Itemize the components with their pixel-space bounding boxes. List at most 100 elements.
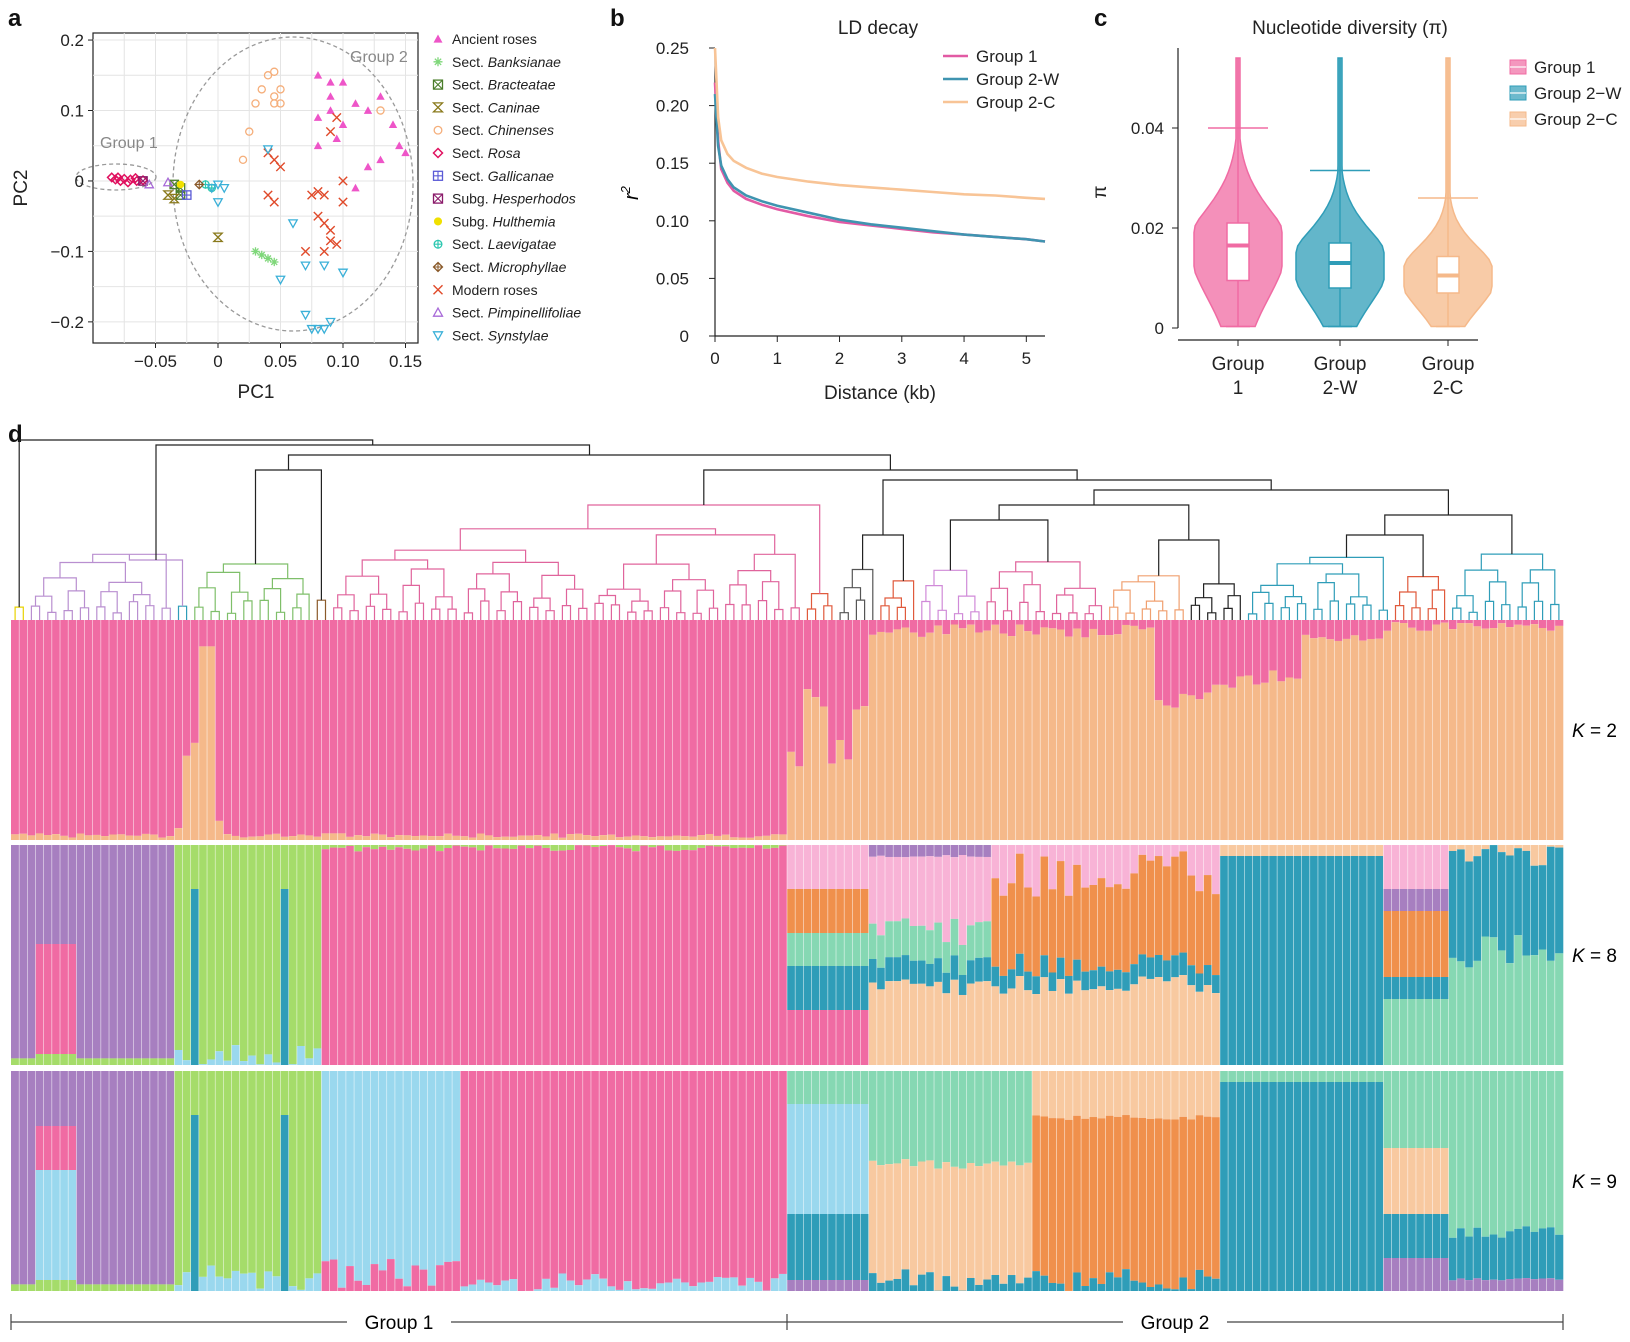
y-tick-label: −0.2	[50, 313, 84, 332]
admixture-segment	[974, 620, 984, 633]
x-tick-label: Group	[1314, 354, 1367, 375]
admixture-segment	[623, 620, 633, 837]
admixture-segment	[1440, 1148, 1449, 1214]
group2-label: Group 2	[350, 49, 408, 66]
admixture-segment	[1456, 623, 1466, 840]
admixture-segment	[901, 918, 910, 956]
admixture-segment	[1228, 1082, 1237, 1291]
tree-branch	[14, 606, 24, 620]
k-label-prefix: K	[1572, 1172, 1586, 1193]
admixture-segment	[1342, 620, 1351, 639]
admixture-segment	[942, 845, 951, 856]
admixture-segment	[1064, 895, 1074, 976]
admixture-segment	[836, 1214, 845, 1280]
admixture-segment	[1407, 977, 1417, 999]
admixture-segment	[1530, 955, 1539, 1065]
admixture-segment	[296, 1045, 306, 1065]
tree-branch	[990, 587, 1009, 611]
admixture-segment	[1440, 977, 1449, 999]
group1-bracket-label: Group 1	[365, 1313, 434, 1334]
admixture-segment	[149, 620, 159, 835]
admixture-segment	[787, 620, 796, 752]
admixture-segment	[337, 620, 347, 834]
tree-branch	[823, 605, 833, 620]
admixture-segment	[1211, 845, 1221, 895]
admixture-segment	[1015, 976, 1025, 1065]
admixture-segment	[247, 620, 257, 837]
admixture-segment	[1415, 630, 1425, 840]
admixture-segment	[966, 845, 976, 857]
admixture-segment	[623, 1071, 633, 1282]
admixture-segment	[1072, 1115, 1082, 1273]
k-label-prefix: K	[1572, 721, 1586, 742]
admixture-segment	[305, 1278, 314, 1291]
admixture-segment	[639, 1071, 649, 1289]
pca-point	[263, 71, 273, 80]
admixture-segment	[958, 845, 968, 855]
admixture-segment	[1415, 620, 1425, 631]
admixture-segment	[688, 620, 698, 837]
panel-d-letter: d	[8, 421, 23, 448]
admixture-segment	[501, 620, 510, 837]
admixture-segment	[885, 981, 894, 1065]
admixture-segment	[174, 828, 183, 840]
pca-point	[257, 250, 266, 260]
admixture-segment	[492, 1071, 502, 1286]
admixture-segment	[860, 1010, 869, 1065]
admixture-segment	[1105, 620, 1115, 636]
admixture-segment	[133, 620, 142, 836]
admixture-segment	[713, 846, 722, 1065]
admixture-segment	[386, 620, 396, 838]
pca-point	[332, 112, 342, 123]
admixture-segment	[1007, 1161, 1017, 1276]
admixture-segment	[860, 845, 869, 889]
admixture-segment	[1505, 627, 1515, 840]
legend-name: Ancient roses	[452, 31, 537, 47]
admixture-segment	[1023, 845, 1033, 888]
admixture-segment	[917, 983, 927, 1065]
admixture-segment	[639, 845, 649, 1065]
admixture-segment	[909, 983, 918, 1065]
admixture-segment	[1219, 1082, 1229, 1291]
admixture-segment	[1154, 977, 1164, 1065]
admixture-segment	[950, 620, 959, 625]
admixture-segment	[1081, 637, 1090, 840]
admixture-segment	[51, 1054, 61, 1065]
tree-branch	[198, 587, 216, 612]
admixture-segment	[803, 845, 812, 889]
admixture-segment	[558, 620, 567, 838]
pca-point	[270, 257, 279, 267]
admixture-segment	[215, 1051, 224, 1065]
admixture-segment	[133, 845, 142, 1059]
admixture-segment	[182, 1060, 192, 1065]
admixture-segment	[313, 836, 322, 840]
x-tick-label: Group	[1422, 354, 1475, 375]
tree-branch	[533, 597, 551, 611]
admixture-segment	[803, 689, 812, 840]
admixture-segment	[1538, 845, 1547, 866]
admixture-segment	[1554, 953, 1564, 1065]
admixture-segment	[868, 1273, 878, 1291]
legend-prefix: Sect.	[452, 99, 488, 115]
admixture-segment	[239, 837, 249, 840]
admixture-segment	[803, 620, 812, 690]
tree-branch	[1190, 604, 1201, 620]
admixture-segment	[541, 1071, 551, 1279]
admixture-segment	[778, 1071, 788, 1274]
admixture-segment	[1522, 1071, 1531, 1227]
admixture-segment	[795, 1214, 804, 1280]
admixture-segment	[1383, 1258, 1392, 1291]
admixture-segment	[721, 846, 731, 1065]
admixture-segment	[1138, 1282, 1147, 1291]
tree-branch	[1113, 589, 1131, 614]
admixture-segment	[950, 979, 959, 1065]
admixture-segment	[648, 837, 657, 840]
admixture-segment	[836, 1071, 845, 1104]
admixture-segment	[1383, 630, 1392, 840]
admixture-segment	[1554, 625, 1564, 840]
admixture-segment	[1056, 629, 1066, 840]
admixture-segment	[836, 1104, 845, 1214]
admixture-segment	[566, 1071, 575, 1281]
admixture-segment	[1448, 1280, 1458, 1291]
